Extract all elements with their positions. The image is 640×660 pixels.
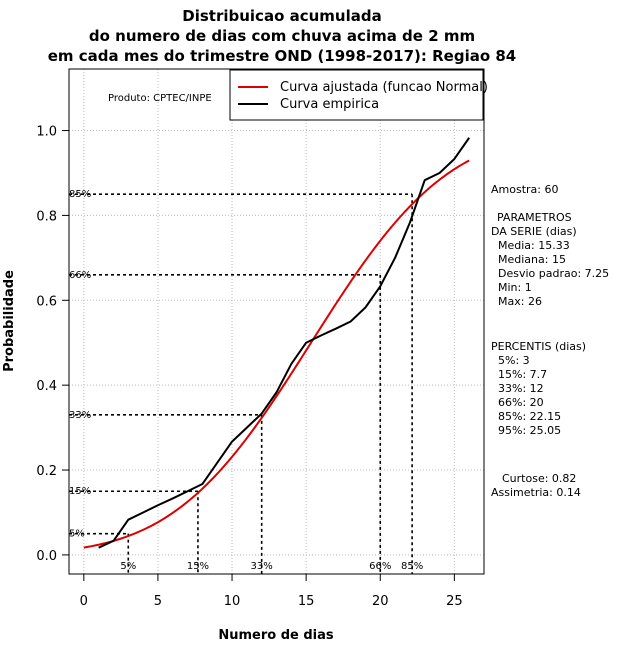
plot-frame: [68, 68, 485, 575]
percentis-title: PERCENTIS (dias): [491, 340, 586, 353]
params-title-1: PARAMETROS: [497, 211, 572, 224]
legend-label-fitted: Curva ajustada (funcao Normal): [280, 80, 488, 95]
y-axis-label: Probabilidade: [2, 270, 17, 372]
x-tick-label-5: 5: [154, 594, 162, 609]
legend: Curva ajustada (funcao Normal) Curva emp…: [229, 69, 488, 121]
percentile-value-label-0: 5%: [120, 561, 136, 572]
percentile-prob-label-1: 15%: [69, 486, 91, 497]
percentile-value-label-3: 66%: [369, 561, 391, 572]
chart-title-line-2: do numero de dias com chuva acima de 2 m…: [89, 27, 475, 45]
chart-title-line-1: Distribuicao acumulada: [182, 7, 381, 25]
param-desvio: Desvio padrao: 7.25: [498, 267, 609, 280]
percentile-reference-lines: 5% 5% 15% 15% 33% 33% 66% 66% 85% 85%: [69, 189, 423, 574]
percentil-5: 5%: 3: [498, 354, 530, 367]
grid-lines: [69, 69, 484, 574]
y-tick-label-4: 0.8: [36, 209, 57, 224]
product-label: Produto: CPTEC/INPE: [108, 93, 212, 104]
y-tick-label-5: 1.0: [36, 125, 57, 140]
statistics-panel: Amostra: 60 PARAMETROS DA SERIE (dias) M…: [491, 183, 609, 499]
percentile-prob-label-2: 33%: [69, 410, 91, 421]
series-line-fitted-normal: [83, 159, 470, 549]
x-tick-label-25: 25: [446, 594, 463, 609]
percentile-prob-label-0: 5%: [69, 529, 85, 540]
percentil-33: 33%: 12: [498, 382, 544, 395]
percentile-value-label-4: 85%: [401, 561, 423, 572]
param-min: Min: 1: [498, 281, 532, 294]
y-tick-label-3: 0.6: [36, 294, 57, 309]
percentil-66: 66%: 20: [498, 396, 544, 409]
chart-title-line-3: em cada mes do trimestre OND (1998-2017)…: [48, 47, 517, 65]
series-line-empirical: [98, 137, 470, 549]
legend-label-empirical: Curva empirica: [280, 97, 379, 112]
x-tick-label-0: 0: [80, 594, 88, 609]
kurtosis: Curtose: 0.82: [502, 472, 576, 485]
percentile-prob-label-4: 85%: [69, 189, 91, 200]
y-axis: 0.0 0.2 0.4 0.6 0.8 1.0: [36, 125, 69, 564]
percentil-85: 85%: 22.15: [498, 410, 561, 423]
percentile-prob-label-3: 66%: [69, 270, 91, 281]
param-mediana: Mediana: 15: [498, 253, 566, 266]
x-axis: 0 5 10 15 20 25: [80, 574, 463, 609]
x-tick-label-15: 15: [298, 594, 315, 609]
sample-size: Amostra: 60: [491, 183, 558, 196]
x-tick-label-20: 20: [372, 594, 389, 609]
skewness: Assimetria: 0.14: [491, 486, 581, 499]
percentil-15: 15%: 7.7: [498, 368, 547, 381]
y-tick-label-1: 0.2: [36, 464, 57, 479]
legend-box: [229, 69, 484, 121]
param-media: Media: 15.33: [498, 239, 570, 252]
param-max: Max: 26: [498, 295, 542, 308]
percentile-value-label-2: 33%: [251, 561, 273, 572]
percentil-95: 95%: 25.05: [498, 424, 561, 437]
x-axis-label: Numero de dias: [218, 628, 334, 643]
y-tick-label-0: 0.0: [36, 549, 57, 564]
series-lines: [83, 137, 470, 549]
x-tick-label-10: 10: [224, 594, 241, 609]
params-title-2: DA SERIE (dias): [491, 225, 577, 238]
percentile-value-label-1: 15%: [187, 561, 209, 572]
y-tick-label-2: 0.4: [36, 379, 57, 394]
